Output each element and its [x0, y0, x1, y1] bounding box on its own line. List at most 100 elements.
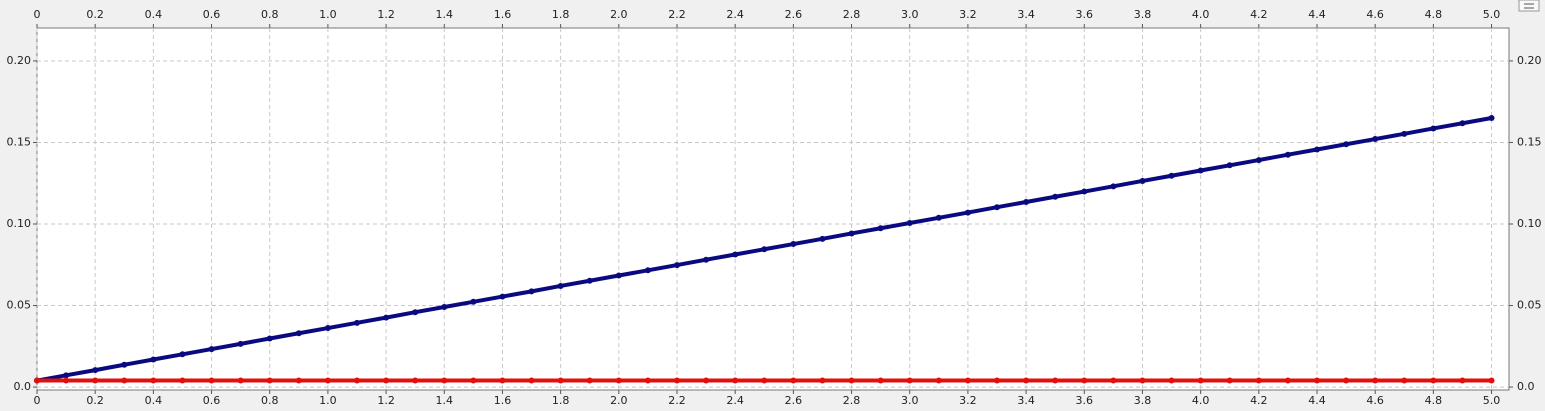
x-tick-label: 3.0: [901, 394, 919, 407]
point: [790, 377, 797, 384]
point: [1488, 377, 1495, 384]
point: [150, 377, 157, 384]
x-tick-label: 3.4: [1017, 394, 1035, 407]
point: [819, 377, 826, 384]
x-tick-label: 2.6: [785, 394, 803, 407]
x-tick-label-top: 0: [34, 8, 41, 21]
x-tick-label-top: 4.6: [1366, 8, 1384, 21]
button-frame[interactable]: [1518, 0, 1540, 12]
point: [499, 293, 506, 300]
point: [237, 377, 244, 384]
point: [266, 335, 273, 342]
point: [703, 377, 710, 384]
point: [644, 267, 651, 274]
x-tick-label-top: 4.4: [1308, 8, 1326, 21]
x-tick-label: 1.2: [377, 394, 395, 407]
y-tick-label: 0.0: [14, 380, 32, 393]
y-tick-label-right: 0.20: [1517, 54, 1542, 67]
x-tick-label-top: 3.2: [959, 8, 977, 21]
point: [266, 377, 273, 384]
point: [586, 277, 593, 284]
point: [964, 209, 971, 216]
y-tick-label: 0.05: [7, 299, 32, 312]
x-tick-label-top: 1.0: [319, 8, 337, 21]
x-tick-label-top: 5.0: [1483, 8, 1501, 21]
y-tick-label: 0.15: [7, 135, 32, 148]
point: [1168, 172, 1175, 179]
point: [557, 377, 564, 384]
point: [644, 377, 651, 384]
point: [1197, 167, 1204, 174]
x-tick-label-top: 0.2: [86, 8, 104, 21]
x-tick-label-top: 1.4: [436, 8, 454, 21]
x-tick-label-top: 1.8: [552, 8, 570, 21]
point: [848, 230, 855, 237]
x-tick-label: 3.2: [959, 394, 977, 407]
point: [674, 377, 680, 384]
x-tick-label: 1.6: [494, 394, 512, 407]
point: [1081, 188, 1088, 195]
point: [674, 262, 680, 269]
point: [1459, 377, 1466, 384]
point: [1226, 162, 1233, 169]
x-tick-label-top: 3.8: [1134, 8, 1152, 21]
x-tick-label: 4.0: [1192, 394, 1210, 407]
point: [615, 377, 622, 384]
x-tick-label: 3.8: [1134, 394, 1152, 407]
point: [906, 377, 913, 384]
point: [1488, 115, 1495, 122]
point: [732, 377, 739, 384]
point: [994, 204, 1000, 211]
point: [586, 377, 593, 384]
x-tick-label: 1.4: [436, 394, 454, 407]
point: [295, 330, 302, 337]
plot-area: [36, 27, 1510, 391]
point: [1110, 377, 1117, 384]
x-tick-label: 2.2: [668, 394, 686, 407]
point: [1372, 136, 1379, 143]
point: [877, 225, 884, 232]
x-tick-label: 2.4: [726, 394, 744, 407]
point: [1401, 130, 1408, 137]
x-tick-label: 1.8: [552, 394, 570, 407]
point: [208, 346, 215, 353]
x-tick-label-top: 0.4: [145, 8, 163, 21]
point: [877, 377, 884, 384]
point: [1023, 198, 1030, 205]
point: [121, 361, 128, 368]
point: [528, 288, 535, 295]
x-tick-label: 3.6: [1076, 394, 1094, 407]
point: [1314, 377, 1320, 384]
x-tick-label: 5.0: [1483, 394, 1501, 407]
x-tick-label-top: 0.6: [203, 8, 221, 21]
point: [354, 377, 360, 384]
point: [179, 351, 186, 358]
point: [935, 377, 942, 384]
point: [121, 377, 128, 384]
x-tick-label-top: 2.2: [668, 8, 686, 21]
point: [1197, 377, 1204, 384]
y-tick-label-right: 0.0: [1517, 380, 1535, 393]
point: [1255, 377, 1262, 384]
point: [1052, 193, 1059, 200]
point: [412, 377, 419, 384]
legend-button[interactable]: [1518, 0, 1540, 12]
x-tick-label: 4.2: [1250, 394, 1268, 407]
point: [935, 214, 942, 221]
x-tick-label-top: 2.8: [843, 8, 861, 21]
point: [92, 367, 99, 374]
point: [1139, 177, 1146, 184]
point: [208, 377, 215, 384]
x-tick-label-top: 1.6: [494, 8, 512, 21]
point: [237, 340, 244, 347]
point: [1110, 183, 1117, 190]
point: [1372, 377, 1379, 384]
point: [34, 377, 40, 384]
point: [1314, 146, 1320, 153]
point: [790, 241, 797, 248]
point: [63, 377, 70, 384]
x-tick-label-top: 0.8: [261, 8, 279, 21]
point: [150, 356, 157, 363]
point: [994, 377, 1000, 384]
